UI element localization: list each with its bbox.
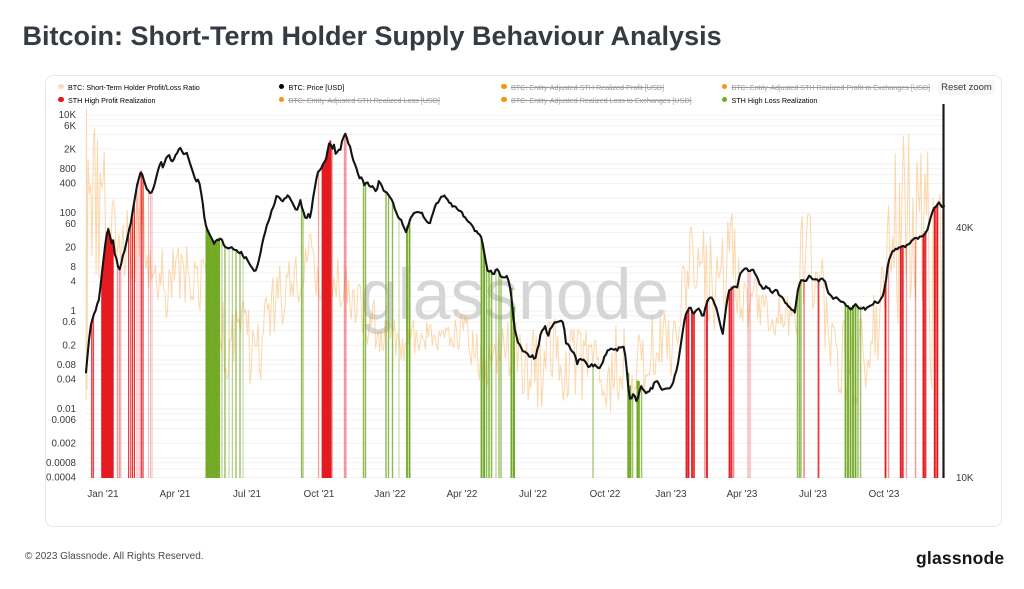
svg-text:60: 60 [65, 219, 76, 230]
svg-text:6K: 6K [64, 121, 76, 132]
svg-text:0.04: 0.04 [57, 375, 77, 386]
svg-text:8: 8 [71, 262, 77, 273]
svg-text:Apr '21: Apr '21 [160, 489, 191, 500]
svg-text:0.01: 0.01 [57, 404, 76, 415]
svg-text:4: 4 [71, 277, 77, 288]
svg-text:100: 100 [60, 208, 77, 219]
svg-text:Oct '22: Oct '22 [590, 489, 621, 500]
svg-text:Apr '22: Apr '22 [447, 489, 478, 500]
svg-text:10K: 10K [956, 473, 974, 484]
svg-text:Jul '21: Jul '21 [233, 489, 261, 500]
svg-text:0.2: 0.2 [62, 340, 76, 351]
svg-text:Jul '22: Jul '22 [519, 489, 547, 500]
svg-text:20: 20 [65, 242, 76, 253]
svg-text:Apr '23: Apr '23 [727, 489, 758, 500]
svg-text:0.002: 0.002 [51, 438, 76, 449]
svg-text:Jan '23: Jan '23 [655, 489, 687, 500]
svg-text:Jul '23: Jul '23 [799, 489, 828, 500]
svg-text:400: 400 [60, 179, 77, 190]
svg-text:800: 800 [60, 164, 77, 175]
svg-text:0.6: 0.6 [62, 317, 76, 328]
svg-text:Oct '23: Oct '23 [869, 489, 900, 500]
svg-text:0.0004: 0.0004 [46, 473, 77, 484]
svg-text:40K: 40K [956, 223, 974, 234]
svg-text:Jan '22: Jan '22 [374, 489, 405, 500]
svg-text:2K: 2K [64, 144, 76, 155]
svg-text:Oct '21: Oct '21 [304, 489, 335, 500]
svg-text:1: 1 [71, 306, 76, 317]
svg-text:Jan '21: Jan '21 [87, 489, 118, 500]
svg-text:10K: 10K [59, 110, 77, 121]
svg-text:0.08: 0.08 [57, 360, 77, 371]
svg-text:0.006: 0.006 [51, 415, 76, 426]
svg-text:0.0008: 0.0008 [46, 458, 77, 469]
